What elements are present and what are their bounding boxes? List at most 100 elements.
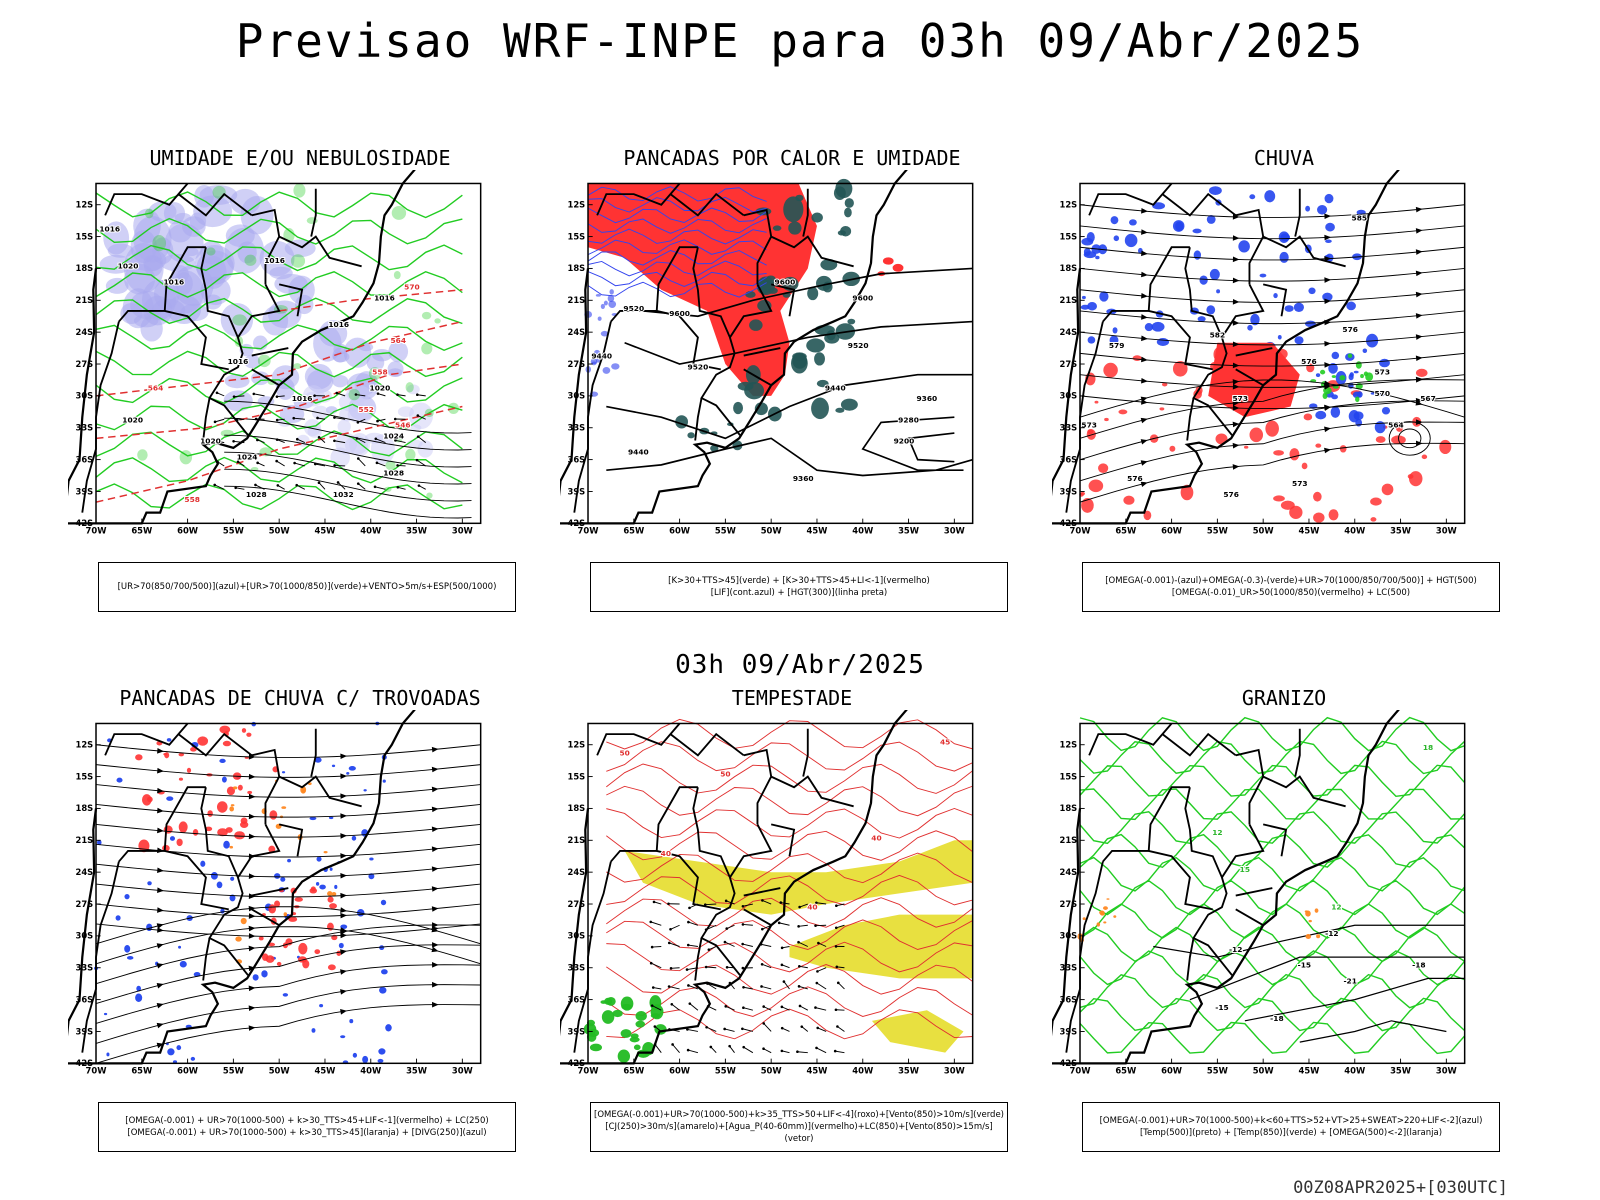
- streamline-arrow: [1415, 291, 1423, 298]
- geopotential-contour: [606, 437, 973, 477]
- blue-rain-area: [1264, 190, 1276, 203]
- contour-label: 1016: [328, 320, 349, 329]
- wind-vector-head: [686, 943, 690, 947]
- wind-vector-head: [761, 899, 764, 902]
- green-instability-area: [826, 330, 836, 341]
- streamline-arrow: [248, 925, 256, 932]
- green-humidity-contour: [95, 377, 463, 405]
- streamline-arrow: [340, 892, 348, 899]
- green-rain-area: [1320, 369, 1326, 375]
- blue-rain-area: [1381, 406, 1391, 415]
- temp500-contour: [1299, 1020, 1447, 1043]
- wind-vector: [798, 941, 809, 947]
- wind-vector: [815, 1007, 827, 1011]
- orange-storm-area: [229, 806, 235, 812]
- humidity-shading-green: [393, 270, 401, 280]
- map-frame: [587, 182, 974, 525]
- temp850-contour: [1079, 740, 1466, 775]
- streamline-arrow: [340, 872, 348, 879]
- lon-tick-label: 60W: [669, 1066, 690, 1076]
- lat-tick-label: 21S: [1059, 835, 1077, 845]
- streamline-arrow: [1232, 379, 1240, 385]
- wind-vector-head: [256, 461, 259, 465]
- red-rain-area: [1132, 355, 1142, 361]
- wind-vector-head: [669, 967, 673, 970]
- wind-vector-head: [275, 395, 279, 398]
- blue-divergence-dot: [380, 899, 387, 906]
- blue-rain-area: [1112, 327, 1118, 334]
- forecast-title: Previsao WRF-INPE para 03h 09/Abr/2025: [235, 14, 1365, 68]
- wind-vector: [216, 392, 225, 397]
- humidity-shading-green: [426, 492, 433, 499]
- border-line: [251, 748, 281, 825]
- wind-vector: [315, 463, 326, 467]
- wind-vector-head: [396, 393, 399, 396]
- blue-divergence-dot: [190, 1056, 196, 1061]
- wind-vector-head: [834, 926, 838, 930]
- wind-vector-head: [816, 970, 819, 973]
- humidity-shading-blue: [240, 196, 274, 235]
- streamline-arrow: [1415, 228, 1423, 234]
- green-instability-area: [820, 258, 838, 271]
- wind-vector-head: [333, 464, 336, 467]
- wind-vector: [297, 395, 306, 400]
- wind-vector: [318, 482, 326, 490]
- green-humidity-contour: [95, 350, 463, 378]
- isobar-contour: [224, 485, 472, 519]
- wind-vector: [763, 1048, 772, 1054]
- streamline-arrow: [1140, 439, 1148, 445]
- blue-rain-area: [1206, 305, 1216, 315]
- border-line: [1148, 310, 1213, 371]
- wind-vector: [725, 1005, 735, 1011]
- lon-tick-label: 60W: [1161, 526, 1182, 536]
- red-rain-area: [1339, 445, 1347, 453]
- wind-vector-head: [396, 464, 399, 467]
- streamline-arrow: [1415, 355, 1423, 362]
- streamline-arrow: [1232, 362, 1240, 369]
- streamline-arrow: [1416, 398, 1423, 404]
- wind-vector-head: [293, 461, 296, 465]
- border-line: [278, 775, 362, 808]
- wind-vector: [397, 394, 406, 397]
- wind-vector-head: [836, 981, 840, 985]
- green-instability-area: [816, 275, 832, 291]
- blue-divergence-dot: [221, 776, 227, 783]
- blue-rain-area: [1348, 373, 1354, 381]
- lif-contour: [587, 260, 767, 277]
- contour-label: 573: [1374, 368, 1390, 377]
- panel-chuva: CHUVA 585 582 579 576 576 573 570 567 564 573 576 5…: [1052, 146, 1504, 616]
- lon-tick-label: 45W: [807, 1066, 828, 1076]
- border-line: [1161, 192, 1237, 217]
- wind-vector: [836, 924, 845, 929]
- border-line: [310, 728, 317, 777]
- streamline-arrow: [1232, 298, 1240, 305]
- blue-divergence-dot: [311, 1028, 316, 1033]
- map-frame: [1079, 182, 1466, 525]
- blue-divergence-dot: [115, 915, 121, 921]
- wind-vector-head: [741, 923, 745, 926]
- wind-vector-head: [779, 901, 783, 904]
- red-rain-area: [1408, 471, 1423, 487]
- humidity-shading-blue: [105, 277, 129, 294]
- blue-rain-area: [1129, 219, 1137, 226]
- wind-vector-head: [333, 416, 336, 419]
- red-storm-area: [178, 777, 184, 781]
- streamline-arrow: [1141, 250, 1148, 257]
- lat-tick-label: 15S: [75, 231, 93, 241]
- map-pancadas-trovoadas: 12S 15S 18S 21S 24S 27S 30S 33S 36S 39S 42S 70W 65W 6…: [68, 710, 518, 1088]
- contour-label: 573: [1081, 421, 1097, 430]
- lon-tick-label: 50W: [1253, 526, 1274, 536]
- panel-granizo: GRANIZO -12 -12 -15 -18 -21 -15 -18 12 15 12 18 12S…: [1052, 686, 1504, 1156]
- streamline-arrow: [1415, 334, 1423, 340]
- lon-tick-label: 65W: [623, 1066, 644, 1076]
- border-line: [278, 283, 304, 317]
- lat-tick-label: 42S: [1059, 1058, 1077, 1068]
- streamline-arrow: [248, 985, 256, 992]
- green-humidity-contour: [95, 270, 463, 298]
- lif-contour-blob: [595, 294, 601, 297]
- precipitable-water-contour: [606, 941, 973, 973]
- border-line: [770, 283, 796, 317]
- lat-tick-label: 21S: [567, 835, 585, 845]
- streamline-arrow: [340, 793, 348, 799]
- orange-omega-area: [1096, 922, 1101, 927]
